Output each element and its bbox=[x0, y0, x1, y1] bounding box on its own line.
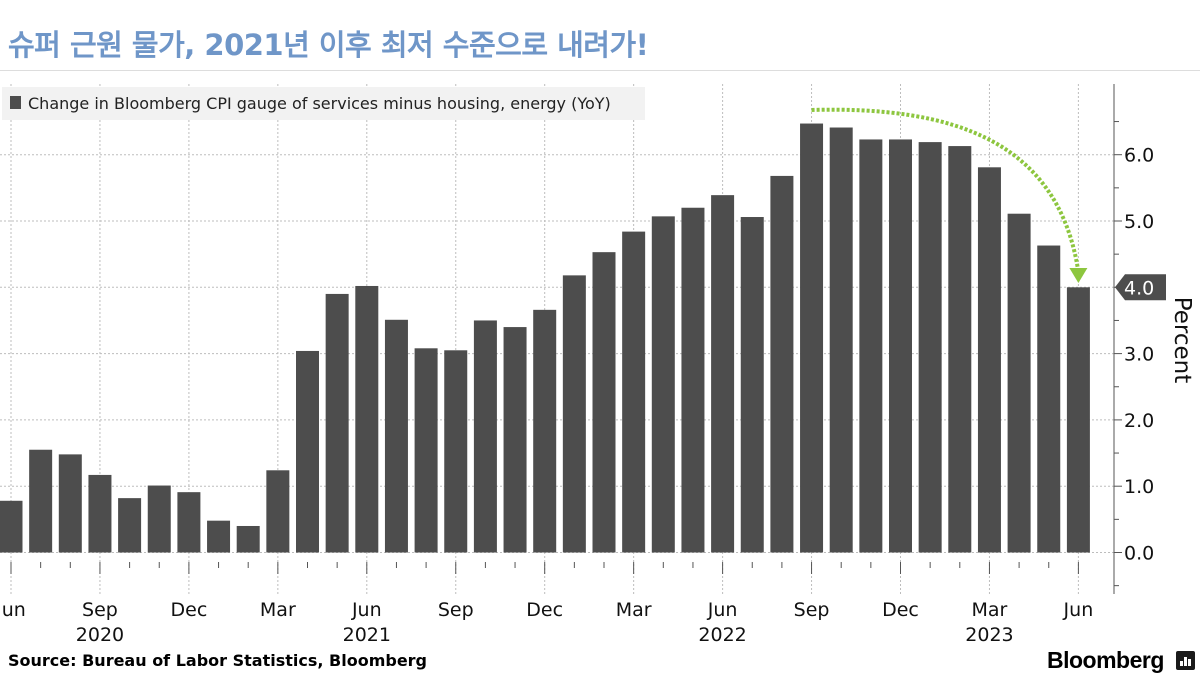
x-tick-label: Dec bbox=[526, 599, 563, 621]
last-value-flag bbox=[1115, 274, 1166, 301]
bar bbox=[236, 525, 260, 553]
bar bbox=[0, 500, 23, 553]
bar bbox=[770, 175, 794, 553]
chart-title: 슈퍼 근원 물가, 2021년 이후 최저 수준으로 내려가! bbox=[8, 28, 649, 62]
x-tick-label: Mar bbox=[972, 599, 1008, 621]
bar bbox=[918, 142, 942, 553]
x-tick-label: Jun bbox=[1063, 599, 1094, 621]
y-tick-label: 3.0 bbox=[1124, 344, 1154, 366]
y-axis-title: Percent bbox=[1169, 297, 1195, 384]
legend-background bbox=[2, 87, 645, 120]
y-tick-label: 2.0 bbox=[1124, 410, 1154, 432]
y-tick-label: 6.0 bbox=[1124, 145, 1154, 167]
bloomberg-terminal-icon bbox=[1176, 651, 1195, 670]
bar bbox=[711, 195, 735, 553]
bar bbox=[829, 127, 853, 553]
y-axis: 0.0 1.0 2.0 3.0 5.0 6.0 4.0 Percent bbox=[1113, 84, 1195, 594]
bar bbox=[859, 139, 883, 553]
bar bbox=[889, 139, 912, 553]
bar bbox=[384, 319, 408, 553]
bar bbox=[977, 167, 1001, 553]
bar bbox=[177, 492, 201, 553]
title-divider bbox=[0, 70, 1200, 71]
x-tick-label: Jun bbox=[707, 599, 738, 621]
bar bbox=[948, 146, 972, 553]
bar bbox=[325, 293, 349, 553]
arrow-path bbox=[811, 107, 1081, 273]
y-tick-label: 5.0 bbox=[1124, 211, 1154, 233]
bar bbox=[473, 320, 497, 553]
x-tick-label: Mar bbox=[616, 599, 652, 621]
trend-arrow-annotation bbox=[811, 107, 1088, 283]
legend-label: Change in Bloomberg CPI gauge of service… bbox=[28, 94, 611, 113]
bar bbox=[266, 470, 290, 553]
bar bbox=[414, 348, 438, 553]
x-tick-label: Dec bbox=[171, 599, 208, 621]
bar bbox=[592, 252, 616, 553]
bar bbox=[1037, 245, 1061, 553]
bar bbox=[622, 231, 646, 553]
bar bbox=[562, 275, 586, 553]
x-year-label: 2023 bbox=[965, 624, 1013, 646]
x-year-label: 2022 bbox=[698, 624, 746, 646]
bloomberg-logo: Bloomberg bbox=[1047, 647, 1164, 673]
bar bbox=[1007, 213, 1031, 553]
bar bbox=[533, 309, 557, 553]
bar bbox=[740, 217, 764, 553]
last-value-label: 4.0 bbox=[1124, 277, 1154, 299]
bar bbox=[681, 207, 705, 553]
bar bbox=[88, 474, 112, 553]
x-tick-label: Sep bbox=[82, 599, 118, 621]
x-tick-label: Jun bbox=[351, 599, 382, 621]
bar bbox=[118, 498, 142, 553]
bar bbox=[444, 350, 468, 553]
x-tick-label: Jun bbox=[0, 599, 26, 621]
x-tick-label: Sep bbox=[438, 599, 474, 621]
x-year-label: 2021 bbox=[343, 624, 391, 646]
bar bbox=[147, 485, 171, 553]
bar bbox=[355, 285, 379, 553]
legend-swatch bbox=[10, 96, 21, 109]
x-year-label: 2020 bbox=[76, 624, 124, 646]
bar bbox=[29, 449, 53, 553]
x-axis: Jun Sep Dec Mar Jun Sep Dec Mar Jun Sep Dec Mar Jun 2… bbox=[0, 562, 1093, 646]
bar bbox=[296, 350, 319, 553]
x-tick-label: Sep bbox=[794, 599, 830, 621]
source-note: Source: Bureau of Labor Statistics, Bloo… bbox=[8, 651, 428, 670]
bar bbox=[503, 327, 527, 553]
x-tick-label: Dec bbox=[882, 599, 919, 621]
legend: Change in Bloomberg CPI gauge of service… bbox=[2, 87, 645, 120]
bar bbox=[1066, 287, 1090, 553]
y-tick-label: 1.0 bbox=[1124, 476, 1154, 498]
bar-series bbox=[0, 123, 1090, 553]
arrow-head bbox=[1069, 268, 1088, 283]
bar bbox=[800, 123, 824, 553]
bar bbox=[207, 520, 231, 553]
bar bbox=[651, 216, 675, 553]
bar bbox=[58, 454, 82, 553]
x-tick-label: Mar bbox=[260, 599, 296, 621]
y-tick-label: 0.0 bbox=[1124, 543, 1154, 565]
